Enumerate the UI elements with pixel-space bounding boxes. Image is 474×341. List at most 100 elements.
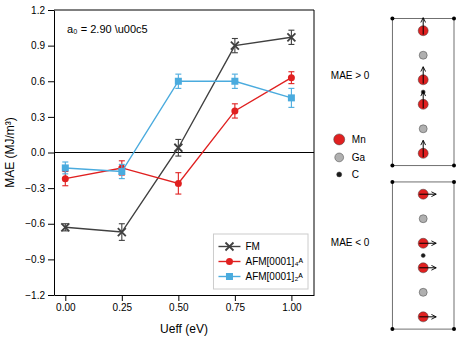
marker-shape [226, 258, 233, 265]
point [231, 78, 238, 85]
error-cap [288, 30, 294, 31]
tick-label: 1.2 [31, 5, 45, 16]
corner-atom [390, 327, 394, 331]
error-bar [288, 88, 294, 107]
y-axis-title: MAE (MJ/m³) [3, 117, 17, 188]
point [62, 164, 69, 171]
tick: −0.9 [25, 254, 54, 265]
point [118, 168, 125, 175]
error-bar [62, 172, 68, 186]
tick-label: 0.3 [31, 112, 45, 123]
zero-line [54, 152, 314, 153]
atom-key [337, 172, 342, 177]
marker-shape [231, 107, 238, 114]
series [62, 72, 295, 194]
atom-key [334, 134, 345, 145]
tick-label: −0.3 [25, 183, 45, 194]
plot-frame [54, 10, 314, 11]
error-bar [175, 74, 181, 88]
tick: 1.00 [282, 295, 302, 313]
error-bar [175, 139, 181, 156]
marker-shape [174, 144, 182, 152]
panel-label: MAE > 0 [331, 70, 370, 81]
panel-label: MAE < 0 [331, 237, 370, 248]
point [175, 78, 182, 85]
marker-shape [225, 243, 233, 251]
atom [419, 288, 427, 296]
cell-frame [392, 18, 454, 165]
corner-atom [452, 164, 456, 168]
legend-label: FM [245, 241, 259, 252]
series [62, 74, 295, 179]
tick-label: −0.6 [25, 218, 45, 229]
tick-mark [48, 224, 54, 225]
marker-shape [288, 94, 295, 101]
error-cap [175, 156, 181, 157]
spin-arrow [419, 267, 436, 268]
tick-mark [235, 295, 236, 301]
error-cap [62, 173, 68, 174]
error-bar [62, 224, 68, 231]
atom-key-label: C [352, 169, 359, 180]
tick-mark [65, 295, 66, 301]
point [287, 33, 295, 41]
spin-arrow [423, 18, 424, 35]
tick: 0.3 [31, 112, 54, 123]
atom [419, 125, 427, 133]
error-cap [62, 185, 68, 186]
error-cap [175, 139, 181, 140]
corner-atom [452, 327, 456, 331]
point [288, 94, 295, 101]
corner-atom [452, 180, 456, 184]
tick-mark [48, 81, 54, 82]
error-cap [175, 194, 181, 195]
error-bar [288, 72, 294, 84]
tick: −0.3 [25, 183, 54, 194]
error-bar [232, 39, 238, 53]
error-cap [232, 38, 238, 39]
error-cap [175, 74, 181, 75]
error-cap [288, 83, 294, 84]
tick: 1.2 [31, 5, 54, 16]
tick-label: 0.75 [226, 302, 246, 313]
error-bar [232, 74, 238, 88]
error-cap [62, 161, 68, 162]
tick-mark [48, 153, 54, 154]
tick-label: 0.9 [31, 40, 45, 51]
marker-shape [62, 175, 69, 182]
legend-item: AFM[0001]₂ᴬ [218, 271, 303, 282]
chart: 0.000.250.500.751.00−1.2−0.9−0.6−0.30.00… [0, 0, 474, 341]
point [174, 144, 182, 152]
error-cap [288, 44, 294, 45]
marker-shape [61, 223, 69, 231]
corner-atom [390, 16, 394, 20]
tick-mark [122, 295, 123, 301]
spin-arrow [419, 243, 436, 244]
legend-marker [226, 258, 233, 265]
tick: 0.6 [31, 76, 54, 87]
spin-arrow [423, 91, 424, 108]
series [61, 30, 295, 240]
tick: 0.0 [31, 147, 54, 158]
error-cap [119, 164, 125, 165]
point [231, 107, 238, 114]
error-cap [232, 74, 238, 75]
tick: 0.75 [226, 295, 246, 313]
tick-label: 0.6 [31, 76, 45, 87]
atom [419, 215, 427, 223]
error-bar [119, 164, 125, 178]
error-cap [288, 107, 294, 108]
line [65, 81, 291, 171]
tick: −0.6 [25, 218, 54, 229]
legend: FMAFM[0001]₄ᴬAFM[0001]₂ᴬ [213, 234, 308, 289]
marker-shape [231, 42, 239, 50]
legend-marker [225, 243, 233, 251]
tick: 0.25 [113, 295, 133, 313]
plot: 0.000.250.500.751.00−1.2−0.9−0.6−0.30.00… [25, 5, 314, 313]
error-cap [119, 160, 125, 161]
legend-label: AFM[0001]₂ᴬ [245, 271, 303, 282]
legend-item: FM [218, 241, 259, 252]
tick-mark [291, 295, 292, 301]
marker-shape [62, 164, 69, 171]
corner-atom [452, 16, 456, 20]
